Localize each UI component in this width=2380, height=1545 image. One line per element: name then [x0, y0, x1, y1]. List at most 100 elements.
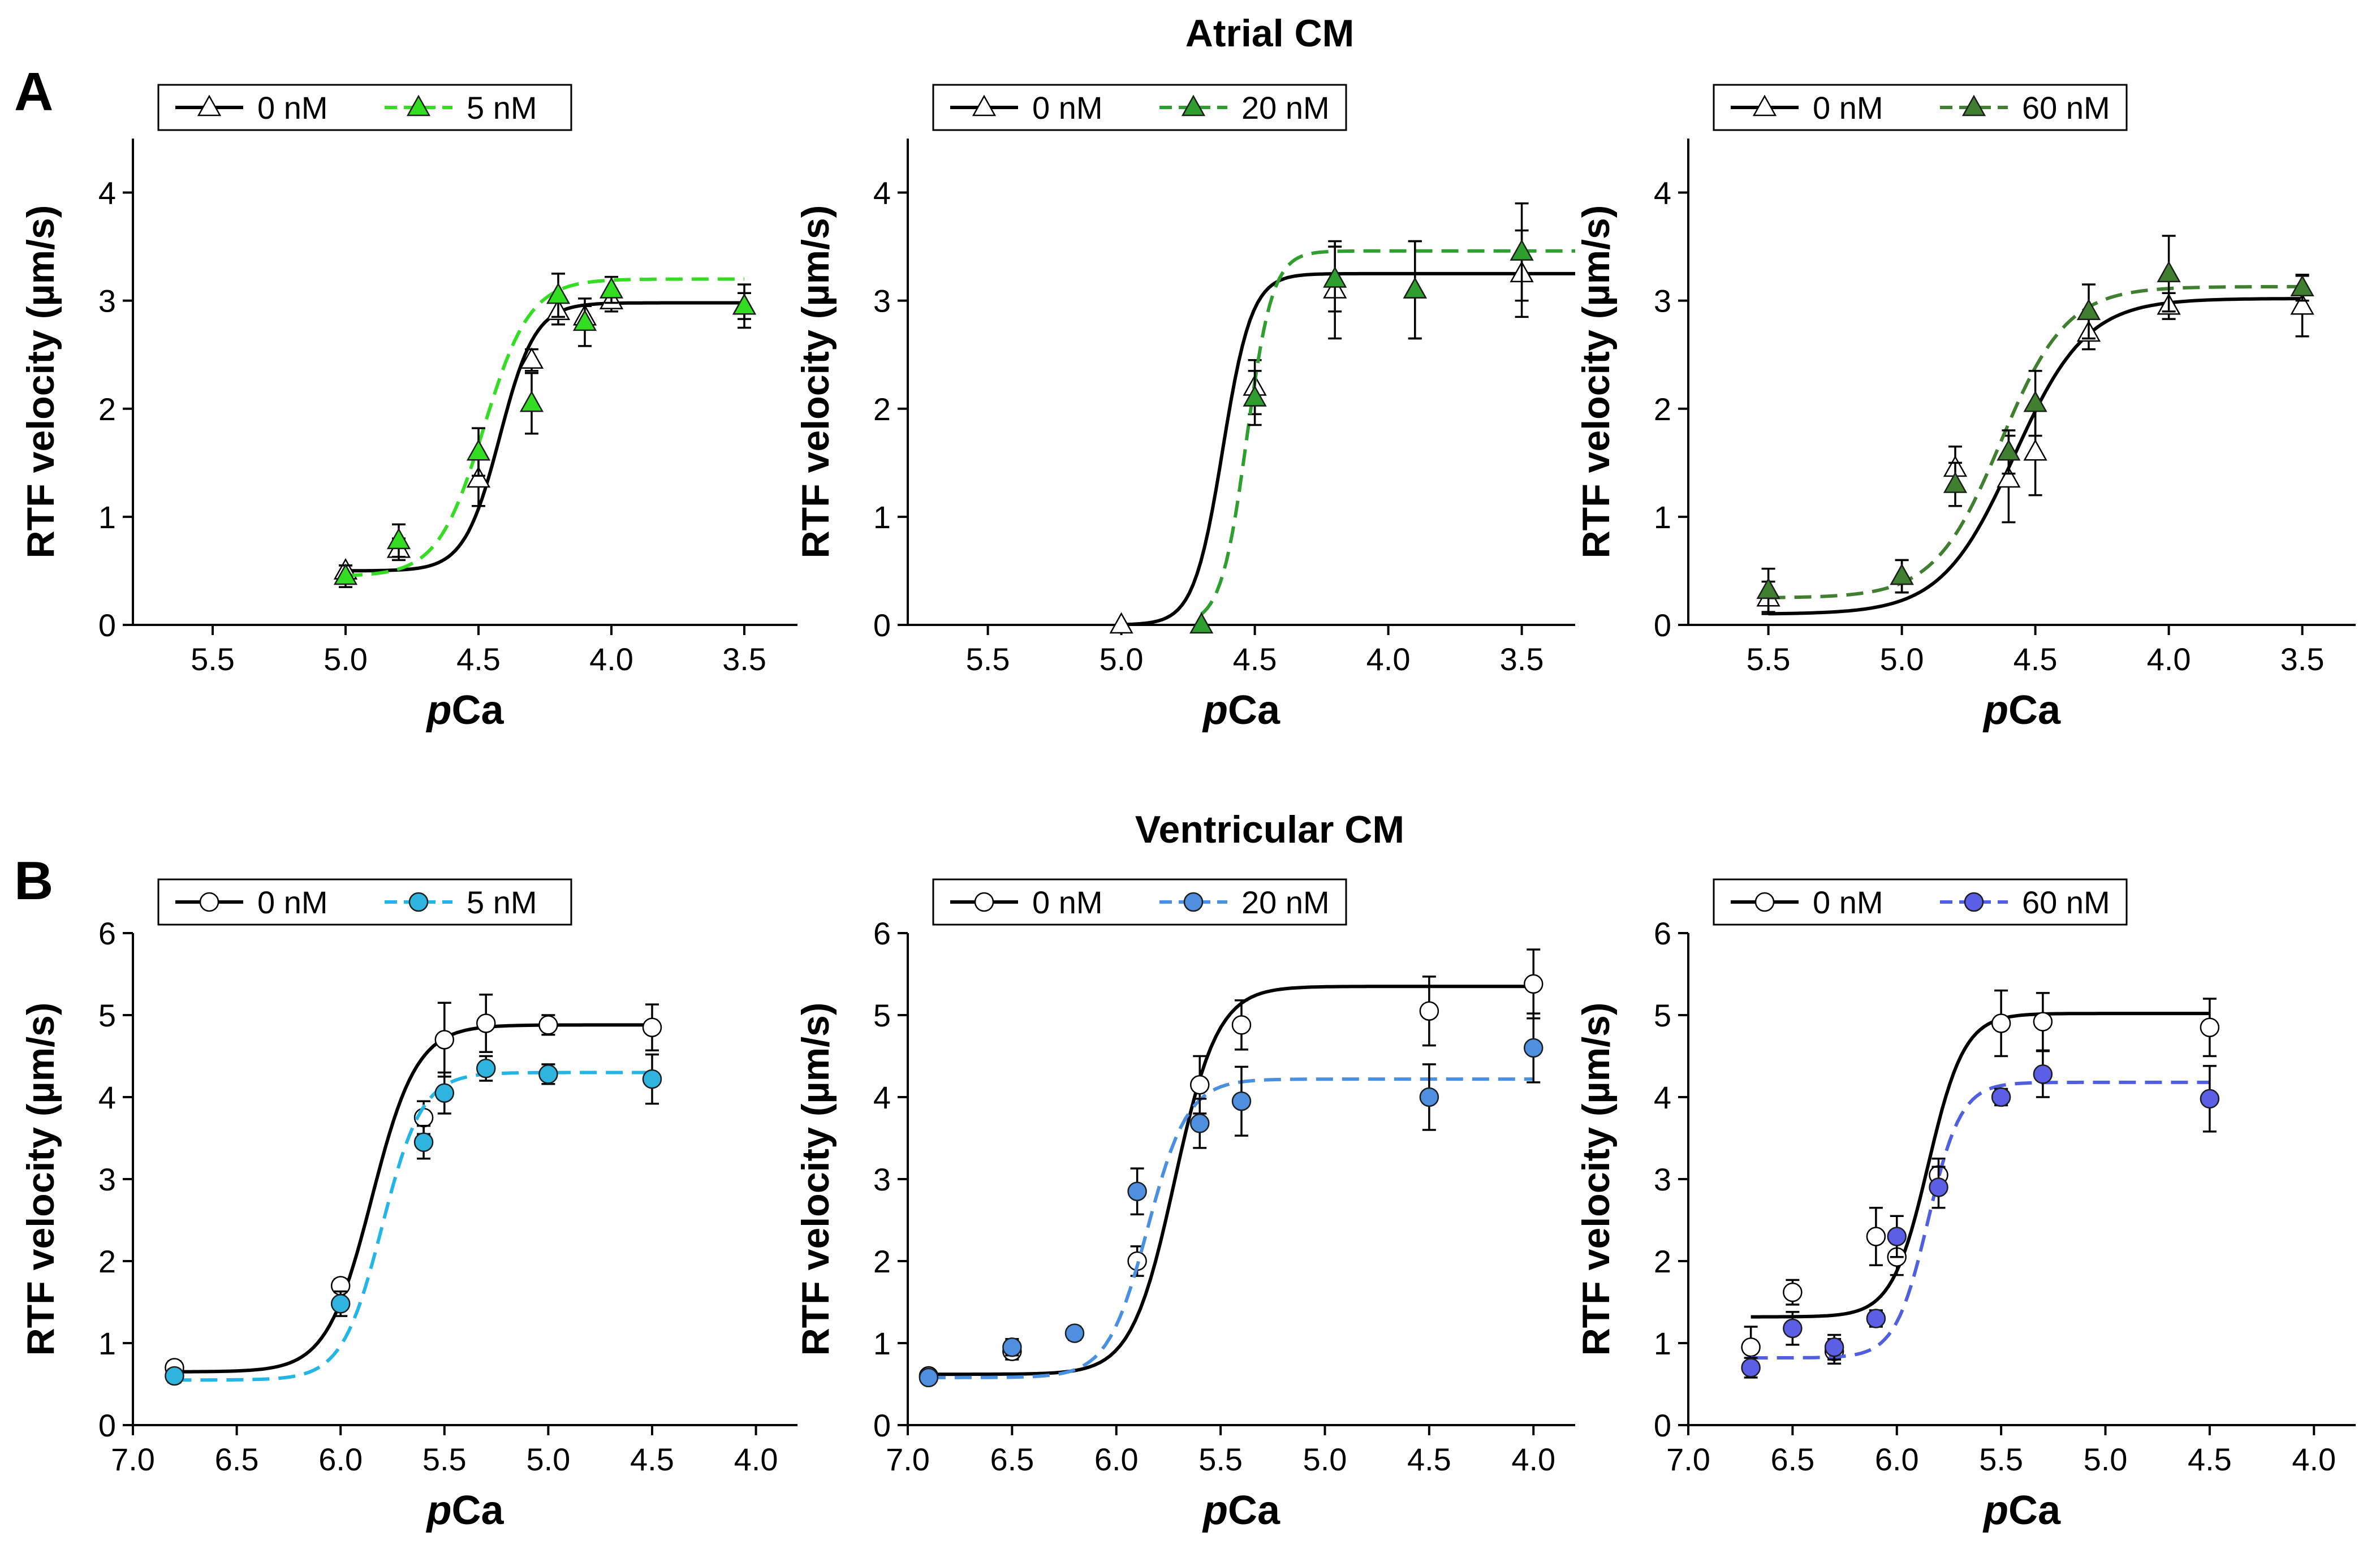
y-tick-label: 3 — [98, 1162, 116, 1197]
y-tick-label: 2 — [873, 391, 891, 427]
chart-a3: 0 1 2 3 4 5.5 5.0 4.5 4.0 3.5 RTF velocity (µm/s) p… — [1575, 84, 2356, 733]
y-tick-label: 3 — [873, 283, 891, 319]
chart-b3: 0 1 2 3 4 5 6 7.0 6.5 6.0 5.5 5.0 4.5 4.0 RTF velocity… — [1575, 878, 2356, 1533]
x-tick-label: 6.5 — [215, 1442, 259, 1477]
x-axis-label: pCa — [1982, 688, 2061, 733]
data-point — [333, 563, 358, 585]
y-axis-label: RTF velocity (µm/s) — [794, 205, 837, 559]
x-tick-label: 4.5 — [2188, 1442, 2232, 1477]
chart-a2: 0 1 2 3 4 5.5 5.0 4.5 4.0 3.5 RTF velocity (µm/s) p… — [794, 84, 1575, 733]
data-point — [642, 1069, 662, 1089]
data-point — [1929, 1177, 1948, 1197]
x-tick-label: 4.0 — [2147, 641, 2191, 677]
x-axis-label: pCa — [1202, 1488, 1280, 1533]
x-tick-label: 5.0 — [1303, 1442, 1347, 1477]
fit-curve — [1768, 284, 2303, 599]
legend-marker — [974, 892, 994, 912]
y-tick-label: 0 — [98, 1408, 116, 1443]
data-point — [1524, 1038, 1543, 1058]
data-point — [599, 277, 624, 299]
y-tick-label: 4 — [873, 175, 891, 211]
legend-marker — [972, 94, 997, 116]
legend-label: 0 nM — [257, 884, 328, 920]
fit-curve — [174, 1071, 652, 1382]
y-tick-label: 2 — [1654, 1244, 1671, 1279]
x-tick-label: 7.0 — [886, 1442, 930, 1477]
x-tick-label: 5.5 — [422, 1442, 467, 1477]
y-tick-label: 5 — [98, 998, 116, 1033]
x-tick-label: 5.5 — [966, 641, 1010, 677]
data-point — [2023, 390, 2047, 412]
data-point — [1997, 439, 2021, 461]
data-point — [1866, 1227, 1886, 1246]
x-tick-label: 4.0 — [2292, 1442, 2336, 1477]
series-control — [1109, 229, 1575, 634]
legend-label: 5 nM — [467, 884, 537, 920]
data-point — [1064, 1323, 1085, 1343]
x-tick-label: 4.5 — [456, 641, 501, 677]
x-tick-label: 3.5 — [2280, 641, 2325, 677]
data-point — [642, 1017, 662, 1037]
data-point — [2076, 299, 2101, 321]
series-treated — [1741, 1050, 2220, 1379]
series-treated — [919, 1012, 1543, 1388]
data-point — [538, 1015, 558, 1035]
data-point — [2200, 1089, 2220, 1109]
chart-a1: 0 1 2 3 4 5.5 5.0 4.5 4.0 3.5 RTF velocity (µm/s) p… — [19, 84, 797, 733]
fit-curve — [1750, 1012, 2210, 1319]
x-axis-label-rest: Ca — [451, 1488, 504, 1533]
legend: 0 nM 5 nM — [157, 878, 572, 926]
y-tick-label: 6 — [873, 916, 891, 951]
legend-label: 60 nM — [2022, 90, 2110, 126]
data-point — [2157, 261, 2181, 283]
row-title-ventricular: Ventricular CM — [1135, 808, 1404, 851]
x-axis-label-italic: p — [1202, 1488, 1228, 1533]
x-tick-label: 4.5 — [1233, 641, 1277, 677]
chart-b2: 0 1 2 3 4 5 6 7.0 6.5 6.0 5.5 5.0 4.5 4.0 RTF velocity… — [794, 878, 1575, 1533]
data-point — [2033, 1064, 2053, 1084]
fit-curve — [1200, 249, 1575, 616]
x-axis-label-italic: p — [1982, 1488, 2008, 1533]
legend-marker — [1183, 892, 1204, 912]
legend-marker — [1181, 94, 1206, 116]
data-point — [572, 309, 597, 331]
legend-label: 60 nM — [2022, 884, 2110, 920]
data-point — [1943, 471, 1968, 493]
fit-curve — [345, 277, 744, 577]
x-tick-label: 5.0 — [1100, 641, 1144, 677]
y-axis-label: RTF velocity (µm/s) — [1575, 1003, 1618, 1356]
data-point — [434, 1083, 455, 1103]
data-point — [165, 1366, 184, 1386]
x-tick-label: 3.5 — [1500, 641, 1544, 677]
data-point — [1323, 266, 1347, 288]
x-tick-label: 5.5 — [191, 641, 235, 677]
data-point — [519, 390, 544, 412]
x-tick-label: 6.0 — [1094, 1442, 1139, 1477]
data-point — [1991, 1013, 2011, 1033]
data-point — [1231, 1091, 1252, 1111]
x-tick-label: 7.0 — [111, 1442, 155, 1477]
data-point — [1190, 1075, 1210, 1095]
data-point — [330, 1294, 351, 1314]
x-tick-label: 4.0 — [589, 641, 633, 677]
x-tick-label: 5.0 — [526, 1442, 570, 1477]
x-axis-label-rest: Ca — [2008, 688, 2061, 733]
data-point — [1109, 612, 1133, 634]
series-treated — [165, 1053, 662, 1386]
data-point — [1824, 1337, 1844, 1357]
y-tick-label: 3 — [1654, 1162, 1671, 1197]
fit-curve — [1750, 1080, 2210, 1360]
x-tick-label: 6.0 — [318, 1442, 363, 1477]
x-axis-label-italic: p — [425, 1488, 451, 1533]
data-point — [466, 466, 491, 488]
x-axis-label-rest: Ca — [1228, 688, 1280, 733]
y-tick-label: 2 — [98, 1244, 116, 1279]
data-point — [546, 282, 571, 304]
x-tick-label: 5.5 — [1198, 1442, 1243, 1477]
legend-label: 0 nM — [1813, 884, 1883, 920]
x-tick-label: 4.5 — [2013, 641, 2058, 677]
x-axis-label-rest: Ca — [1228, 1488, 1280, 1533]
data-point — [1887, 1227, 1907, 1246]
legend-label: 20 nM — [1241, 90, 1330, 126]
y-tick-label: 4 — [98, 1080, 116, 1115]
